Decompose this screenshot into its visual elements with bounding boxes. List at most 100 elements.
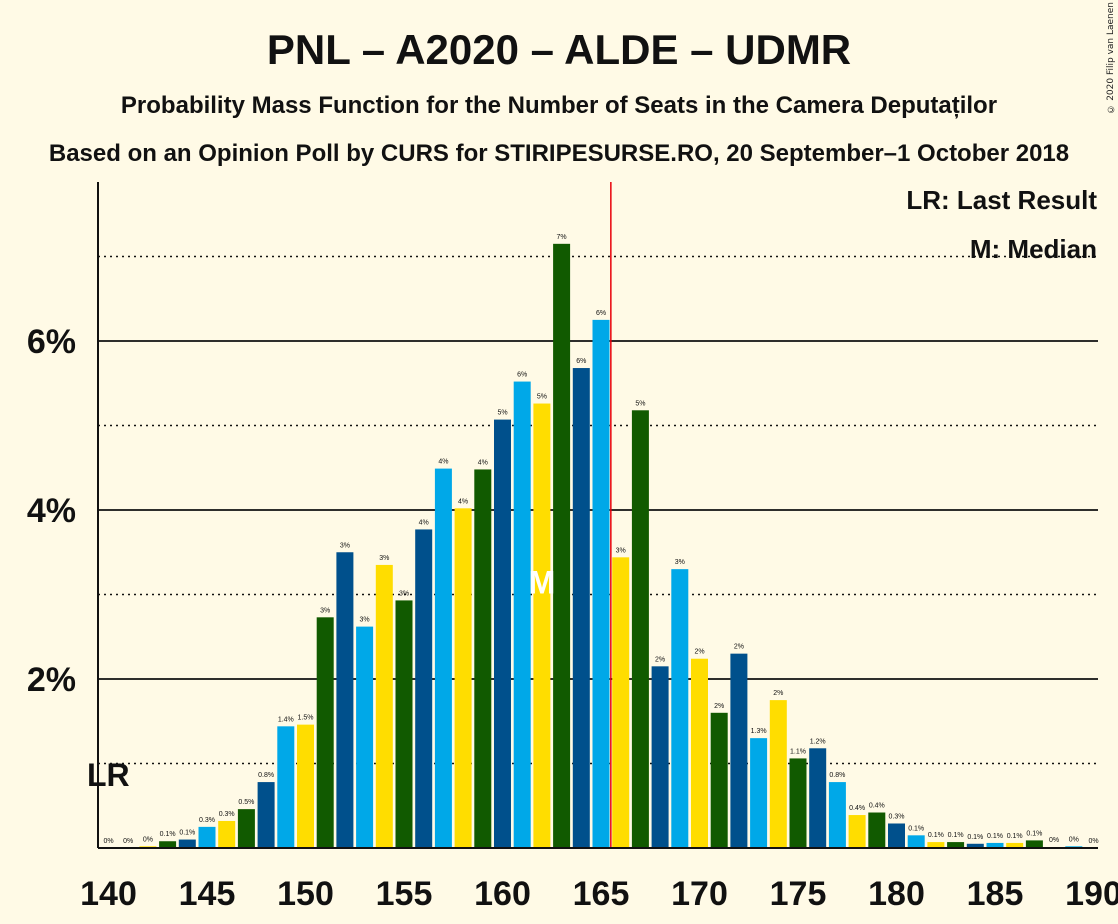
bar-seat-180 xyxy=(888,823,905,848)
chart-subtitle: Probability Mass Function for the Number… xyxy=(121,92,997,119)
y-tick-label: 2% xyxy=(27,661,76,699)
bar-label-seat-161: 6% xyxy=(517,372,527,379)
x-tick-label: 165 xyxy=(573,875,630,913)
bar-seat-172 xyxy=(730,653,748,848)
x-tick-label: 185 xyxy=(967,875,1024,913)
bar-seat-175 xyxy=(789,758,807,848)
x-tick-label: 145 xyxy=(179,875,236,913)
bar-label-seat-171: 2% xyxy=(714,703,724,710)
bar-label-seat-152: 3% xyxy=(340,542,350,549)
bar-label-seat-186: 0.1% xyxy=(1007,833,1023,840)
bar-label-seat-141: 0% xyxy=(123,838,133,845)
bar-label-seat-151: 3% xyxy=(320,607,330,614)
bar-label-seat-184: 0.1% xyxy=(967,834,983,841)
x-tick-label: 175 xyxy=(770,875,827,913)
bar-seat-183 xyxy=(947,842,965,848)
bar-seat-184 xyxy=(966,843,984,848)
bar-seat-153 xyxy=(356,626,374,848)
bars-group xyxy=(139,182,1083,848)
bar-label-seat-145: 0.3% xyxy=(199,817,215,824)
last-result-marker: LR xyxy=(87,757,130,793)
bar-seat-151 xyxy=(316,617,334,848)
bar-label-seat-160: 5% xyxy=(497,410,507,417)
legend-last-result: LR: Last Result xyxy=(906,185,1097,215)
bar-label-seat-169: 3% xyxy=(675,559,685,566)
bar-label-seat-142: 0% xyxy=(143,836,153,843)
bar-label-seat-150: 1.5% xyxy=(298,715,314,722)
bar-seat-166 xyxy=(612,557,630,848)
bar-seat-149 xyxy=(277,726,295,848)
bar-label-seat-183: 0.1% xyxy=(948,832,964,839)
bar-seat-179 xyxy=(868,812,886,848)
bar-label-seat-155: 3% xyxy=(399,590,409,597)
bar-seat-154 xyxy=(375,564,393,848)
bar-label-seat-147: 0.5% xyxy=(238,799,254,806)
bar-seat-145 xyxy=(198,826,216,848)
y-tick-label: 4% xyxy=(27,492,76,530)
bar-label-seat-162: 5% xyxy=(537,394,547,401)
bar-seat-162 xyxy=(533,403,551,848)
bar-label-seat-159: 4% xyxy=(478,459,488,466)
bar-seat-164 xyxy=(572,368,590,848)
bar-label-seat-190: 0% xyxy=(1088,838,1098,845)
bar-seat-171 xyxy=(710,712,728,848)
bar-label-seat-153: 3% xyxy=(360,617,370,624)
bar-label-seat-176: 1.2% xyxy=(810,738,826,745)
bar-label-seat-157: 4% xyxy=(438,459,448,466)
bar-label-seat-174: 2% xyxy=(773,690,783,697)
bar-label-seat-144: 0.1% xyxy=(179,830,195,837)
chart-source: Based on an Opinion Poll by CURS for STI… xyxy=(49,140,1069,167)
median-marker: M xyxy=(529,564,556,600)
bar-seat-185 xyxy=(986,842,1004,848)
bar-label-seat-165: 6% xyxy=(596,310,606,317)
bar-seat-176 xyxy=(809,748,827,848)
bar-seat-168 xyxy=(651,666,669,848)
bar-seat-152 xyxy=(336,552,354,848)
x-tick-label: 190 xyxy=(1065,875,1118,913)
bar-seat-157 xyxy=(434,468,452,848)
bar-labels-group: 0% 0% 0%0.1% 0.1%0.3%0.3%0.5%0.8%1.4% 1.5%3%… xyxy=(103,234,1098,845)
bar-seat-169 xyxy=(671,569,689,848)
bar-label-seat-168: 2% xyxy=(655,656,665,663)
bar-seat-146 xyxy=(218,820,236,848)
bar-seat-181 xyxy=(907,835,925,848)
bar-label-seat-146: 0.3% xyxy=(219,811,235,818)
x-tick-label: 180 xyxy=(868,875,925,913)
legend-median: M: Median xyxy=(970,234,1097,264)
bar-label-seat-182: 0.1% xyxy=(928,832,944,839)
bar-label-seat-188: 0% xyxy=(1049,837,1059,844)
bar-label-seat-156: 4% xyxy=(419,519,429,526)
bar-label-seat-167: 5% xyxy=(635,400,645,407)
x-tick-label: 160 xyxy=(474,875,531,913)
bar-seat-148 xyxy=(257,782,275,848)
bar-label-seat-187: 0.1% xyxy=(1026,830,1042,837)
bar-label-seat-185: 0.1% xyxy=(987,833,1003,840)
bar-seat-144 xyxy=(178,839,196,848)
axes: 140 145 150 155 160 165 170 175 180 185 190 2% 4% 6% xyxy=(27,182,1118,913)
bar-label-seat-158: 4% xyxy=(458,498,468,505)
bar-seat-178 xyxy=(848,815,866,848)
bar-seat-170 xyxy=(691,658,708,848)
bar-seat-160 xyxy=(494,419,511,848)
bar-seat-143 xyxy=(159,841,177,848)
bar-seat-159 xyxy=(474,469,492,848)
x-tick-label: 170 xyxy=(671,875,728,913)
bar-label-seat-177: 0.8% xyxy=(829,772,845,779)
bar-seat-177 xyxy=(828,782,846,848)
bar-seat-150 xyxy=(297,724,314,848)
bar-label-seat-181: 0.1% xyxy=(908,825,924,832)
bar-label-seat-189: 0% xyxy=(1069,836,1079,843)
bar-seat-186 xyxy=(1006,842,1024,848)
bar-label-seat-164: 6% xyxy=(576,358,586,365)
bar-seat-161 xyxy=(513,381,531,848)
x-tick-label: 150 xyxy=(277,875,334,913)
bar-seat-158 xyxy=(454,508,472,848)
bar-seat-147 xyxy=(237,809,255,848)
copyright-notice: © 2020 Filip van Laenen xyxy=(1106,2,1116,114)
bar-seat-187 xyxy=(1025,840,1043,848)
x-tick-label: 140 xyxy=(80,875,137,913)
bar-label-seat-149: 1.4% xyxy=(278,716,294,723)
bar-label-seat-140: 0% xyxy=(103,838,113,845)
bar-label-seat-143: 0.1% xyxy=(160,831,176,838)
